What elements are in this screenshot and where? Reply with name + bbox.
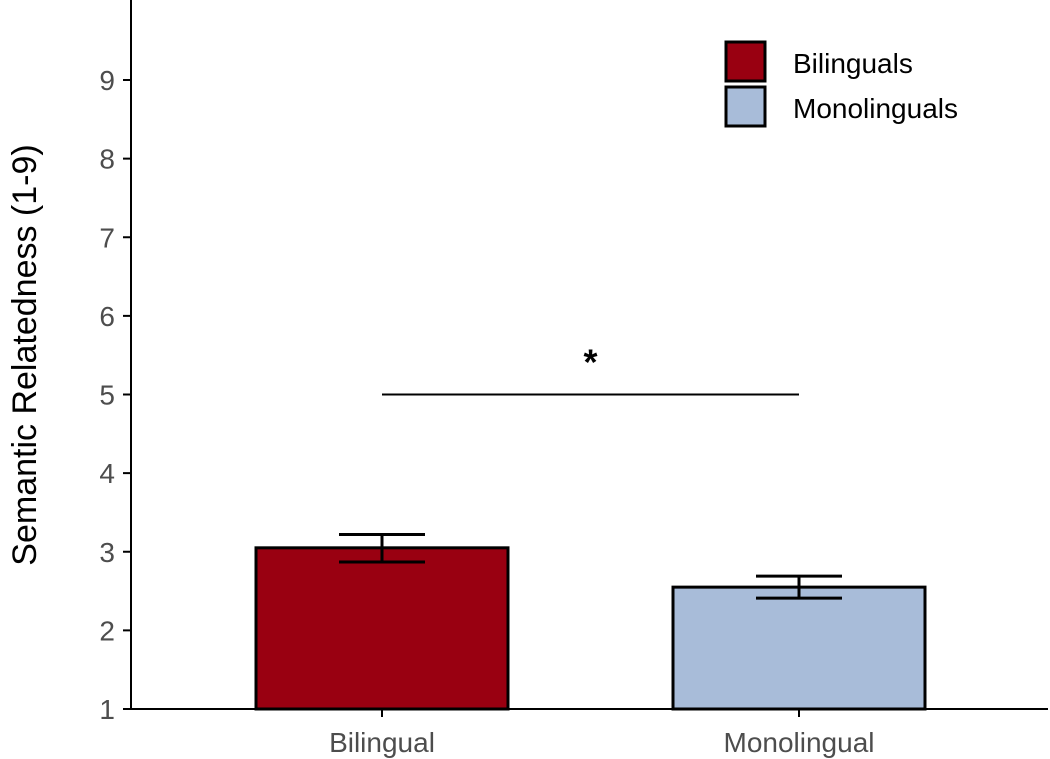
legend: Bilinguals Monolinguals — [724, 40, 958, 128]
x-ticks: Bilingual Monolingual — [329, 709, 875, 758]
y-tick-label: 7 — [99, 222, 115, 253]
y-ticks: 1 2 3 4 5 6 7 8 9 — [99, 65, 131, 725]
x-tick-label: Monolingual — [724, 727, 875, 758]
legend-item: Bilinguals — [724, 40, 913, 83]
error-bar-monolingual — [756, 574, 842, 600]
significance-annotation: * — [382, 342, 799, 396]
legend-swatch — [724, 40, 767, 83]
y-tick-label: 9 — [99, 65, 115, 96]
error-bars — [339, 532, 842, 600]
y-tick-label: 3 — [99, 537, 115, 568]
x-tick-label: Bilingual — [329, 727, 435, 758]
y-tick-label: 2 — [99, 615, 115, 646]
legend-label: Monolinguals — [793, 93, 958, 124]
error-bar-bilingual — [339, 532, 425, 564]
bars — [254, 546, 927, 711]
y-tick-label: 5 — [99, 380, 115, 411]
significance-label: * — [583, 342, 597, 383]
legend-label: Bilinguals — [793, 48, 913, 79]
legend-swatch — [724, 85, 767, 128]
y-tick-label: 6 — [99, 301, 115, 332]
legend-item: Monolinguals — [724, 85, 958, 128]
y-axis-title: Semantic Relatedness (1-9) — [6, 144, 44, 565]
bar-monolingual — [671, 585, 927, 711]
y-tick-label: 1 — [99, 694, 115, 725]
y-tick-label: 4 — [99, 458, 115, 489]
y-tick-label: 8 — [99, 144, 115, 175]
bar-bilingual — [254, 546, 510, 711]
